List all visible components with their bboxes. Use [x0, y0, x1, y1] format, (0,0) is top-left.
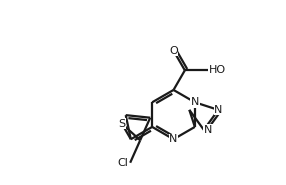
Text: O: O [169, 46, 178, 56]
Text: S: S [118, 119, 126, 129]
Text: N: N [204, 125, 212, 135]
Text: HO: HO [209, 65, 226, 75]
Text: N: N [191, 97, 199, 107]
Text: N: N [214, 105, 223, 115]
Text: N: N [169, 134, 178, 144]
Text: Cl: Cl [118, 158, 129, 168]
